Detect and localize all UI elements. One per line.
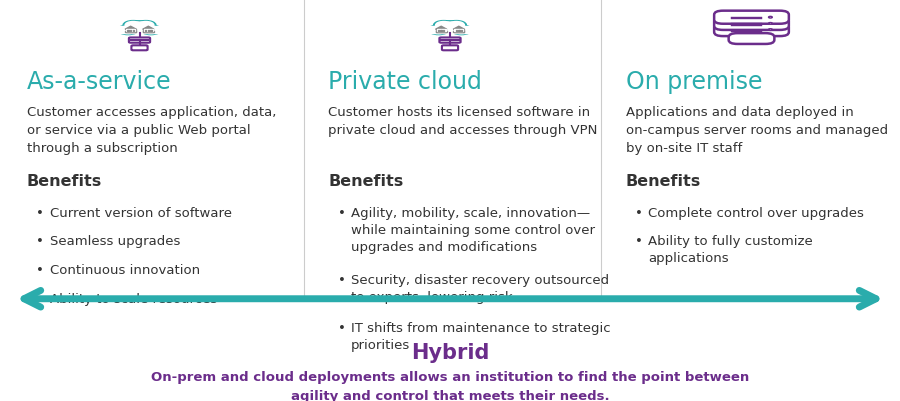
Circle shape	[129, 22, 150, 32]
Text: IT shifts from maintenance to strategic
priorities: IT shifts from maintenance to strategic …	[351, 322, 610, 352]
Text: As-a-service: As-a-service	[27, 70, 172, 94]
Text: Agility, mobility, scale, innovation—
while maintaining some control over
upgrad: Agility, mobility, scale, innovation— wh…	[351, 207, 595, 253]
Bar	[436, 29, 446, 31]
Text: Benefits: Benefits	[626, 174, 701, 189]
Bar	[145, 30, 147, 31]
Text: On premise: On premise	[626, 70, 762, 94]
Text: •: •	[36, 293, 44, 306]
Bar	[115, 26, 164, 32]
Polygon shape	[436, 26, 447, 29]
Bar	[426, 26, 474, 32]
Text: •: •	[338, 322, 346, 335]
Text: •: •	[36, 207, 44, 219]
Text: Complete control over upgrades: Complete control over upgrades	[648, 207, 864, 219]
FancyBboxPatch shape	[439, 37, 461, 43]
FancyBboxPatch shape	[715, 11, 788, 24]
Circle shape	[430, 26, 447, 34]
Text: Current version of software: Current version of software	[50, 207, 231, 219]
Circle shape	[769, 16, 772, 18]
Text: •: •	[634, 235, 643, 248]
Bar	[443, 30, 445, 31]
Circle shape	[428, 25, 449, 34]
Bar	[128, 30, 129, 31]
Circle shape	[451, 25, 472, 34]
FancyBboxPatch shape	[129, 37, 150, 43]
Circle shape	[453, 26, 470, 34]
Text: Benefits: Benefits	[27, 174, 103, 189]
Text: On-prem and cloud deployments allows an institution to find the point between
ag: On-prem and cloud deployments allows an …	[151, 371, 749, 401]
Bar	[150, 30, 151, 31]
Bar	[126, 29, 135, 31]
FancyBboxPatch shape	[131, 45, 148, 50]
Text: Seamless upgrades: Seamless upgrades	[50, 235, 180, 248]
Circle shape	[769, 22, 772, 24]
Circle shape	[136, 20, 156, 30]
Circle shape	[436, 22, 452, 28]
FancyBboxPatch shape	[442, 45, 458, 50]
Circle shape	[140, 25, 162, 34]
Polygon shape	[454, 26, 464, 29]
Polygon shape	[125, 26, 137, 29]
Text: Hybrid: Hybrid	[410, 343, 490, 363]
Polygon shape	[142, 26, 154, 29]
FancyBboxPatch shape	[715, 17, 788, 30]
Bar	[144, 29, 153, 31]
Circle shape	[448, 22, 464, 28]
Text: Ability to scale resources: Ability to scale resources	[50, 293, 217, 306]
Bar	[130, 30, 131, 31]
Circle shape	[117, 25, 139, 34]
Circle shape	[769, 29, 772, 30]
Circle shape	[439, 22, 461, 32]
Text: •: •	[338, 207, 346, 219]
Bar	[461, 30, 462, 31]
Circle shape	[434, 20, 454, 30]
Bar	[143, 29, 153, 32]
Circle shape	[446, 20, 466, 30]
Bar	[126, 29, 136, 32]
Text: •: •	[36, 264, 44, 277]
Text: Customer accesses application, data,
or service via a public Web portal
through : Customer accesses application, data, or …	[27, 106, 276, 155]
Bar	[438, 30, 439, 31]
Bar	[436, 29, 446, 32]
Bar	[458, 30, 460, 31]
Text: •: •	[634, 207, 643, 219]
Bar	[440, 30, 442, 31]
Circle shape	[126, 21, 153, 33]
Circle shape	[120, 26, 137, 34]
Text: Security, disaster recovery outsourced
to experts, lowering risk: Security, disaster recovery outsourced t…	[351, 274, 609, 304]
Circle shape	[123, 20, 143, 30]
Circle shape	[436, 21, 464, 33]
Text: Benefits: Benefits	[328, 174, 404, 189]
FancyBboxPatch shape	[729, 33, 774, 44]
Text: •: •	[36, 235, 44, 248]
Text: Customer hosts its licensed software in
private cloud and accesses through VPN: Customer hosts its licensed software in …	[328, 106, 598, 137]
Bar	[148, 30, 149, 31]
Bar	[454, 29, 464, 31]
Bar	[454, 29, 464, 32]
Text: Private cloud: Private cloud	[328, 70, 482, 94]
Text: Ability to fully customize
applications: Ability to fully customize applications	[648, 235, 813, 265]
Text: •: •	[338, 274, 346, 287]
Bar	[132, 30, 134, 31]
Circle shape	[125, 22, 141, 28]
Circle shape	[142, 26, 159, 34]
Circle shape	[138, 22, 154, 28]
Bar	[455, 30, 457, 31]
FancyBboxPatch shape	[715, 23, 788, 36]
Text: Applications and data deployed in
on-campus server rooms and managed
by on-site : Applications and data deployed in on-cam…	[626, 106, 887, 155]
Text: Continuous innovation: Continuous innovation	[50, 264, 200, 277]
